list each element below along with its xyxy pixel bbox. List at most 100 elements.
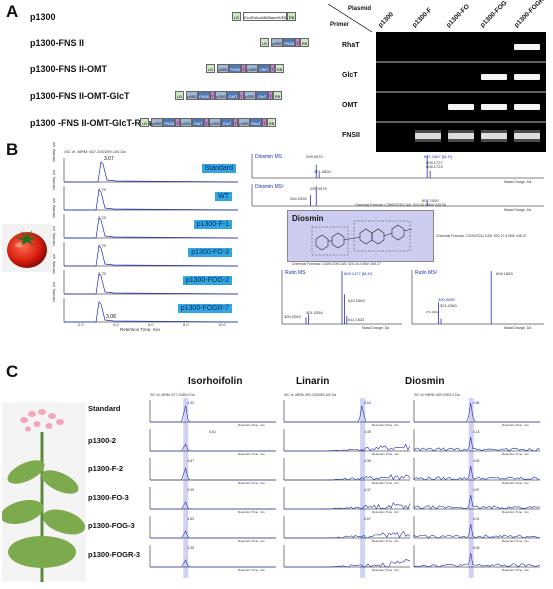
xic-x-label-c: Retention Time, min bbox=[372, 423, 399, 427]
construct-part: p35S bbox=[186, 91, 198, 100]
ms-x-label: Mass/Charge, Da bbox=[504, 326, 532, 330]
panel-c-row-label: Standard bbox=[88, 404, 121, 413]
construct-part: LB bbox=[140, 118, 149, 127]
xic-peak-label-c: 4.87 bbox=[472, 488, 480, 492]
xic-sample-label: Standard bbox=[201, 164, 236, 173]
ms-peak-label: 609.1477 [M-H]⁻ bbox=[344, 271, 374, 276]
ms-peak-label: 605.1727 bbox=[426, 160, 443, 165]
xic-sample-label: WT bbox=[215, 192, 232, 201]
ms-peak-label: 608.1723 bbox=[426, 164, 443, 169]
xic-trace bbox=[413, 436, 541, 452]
gel-band bbox=[514, 74, 540, 80]
xic-peak-label-c: 4.35 bbox=[187, 546, 195, 550]
xic-peak-label-c: 4.30 bbox=[187, 401, 195, 405]
gel-row-label: RhaT bbox=[342, 42, 360, 49]
gel-figure: Plasmid Primer p1300 p1300-F p1300-FO p1300… bbox=[328, 0, 550, 154]
xic-peak-label-c: 4.53 bbox=[472, 459, 480, 463]
construct-part: T bbox=[233, 118, 238, 127]
xic-peak-label-c: 4.35 bbox=[364, 430, 371, 434]
construct-part: T bbox=[270, 64, 275, 73]
construct-part: GlcT bbox=[221, 118, 233, 127]
xic-sample-label: p1300-FOG-2 bbox=[182, 276, 232, 285]
xic-trace bbox=[64, 189, 239, 211]
xic-trace bbox=[64, 245, 239, 267]
construct-part: RB bbox=[275, 64, 284, 73]
xic-rt-label: 2.75 bbox=[98, 271, 106, 276]
xic-peak-label-c: 4.63 bbox=[187, 517, 195, 521]
gel-band-glow bbox=[415, 130, 441, 142]
panel-letter-b: B bbox=[6, 140, 19, 159]
xic-trace bbox=[150, 501, 276, 510]
xic-x-label-c: Retention Time, min bbox=[372, 481, 399, 485]
xic-trace bbox=[284, 474, 411, 481]
xic-peak-label-c: 5.61 bbox=[209, 430, 217, 434]
construct-label: p1300-FNS II-OMT bbox=[30, 64, 108, 74]
gel-band bbox=[448, 104, 474, 110]
ms-peak-label: 609.1583 bbox=[496, 271, 513, 276]
xic-peak-label-c: 5.05 bbox=[472, 546, 480, 550]
xic-x-tick: 2.0 bbox=[78, 322, 84, 327]
xic-x-label-c: Retention Time, min bbox=[502, 452, 529, 456]
xic-x-label-c: Retention Time, min bbox=[372, 568, 399, 572]
construct-part: T bbox=[295, 38, 300, 47]
gel-lane-header: p1300-FOG bbox=[479, 0, 509, 30]
xic-x-tick: 10.0 bbox=[218, 322, 226, 327]
ms-plot-title: Diosmin MS² bbox=[255, 184, 284, 190]
panel-letter-a: A bbox=[6, 2, 19, 21]
corner-primer: Primer bbox=[330, 22, 350, 28]
xic-sample-label: p1300-FOGR-7 bbox=[177, 304, 232, 313]
xic-trace bbox=[150, 405, 276, 423]
construct-part: FNSII bbox=[229, 64, 241, 73]
ms-peak-label: 607.1590 bbox=[422, 198, 439, 203]
gel-corner: Plasmid Primer bbox=[328, 4, 372, 32]
panel-c-column-header: Diosmin bbox=[405, 376, 445, 387]
xic-trace bbox=[64, 161, 239, 183]
ms-peak-label: 271.0262 bbox=[426, 310, 439, 314]
construct-part: OMT bbox=[258, 64, 270, 73]
gel-row-label: FNSII bbox=[342, 132, 360, 139]
xic-y-label: Intensity, cps bbox=[52, 253, 56, 274]
gel-lane-header: p1300-FO bbox=[445, 3, 471, 29]
xic-rt-label: 2.79 bbox=[98, 243, 106, 248]
xic-traces-c bbox=[149, 398, 541, 578]
xic-x-label-c: Retention Time, min bbox=[372, 510, 399, 514]
gel-band-glow bbox=[514, 130, 540, 142]
ms-peak-label: 284.0335 bbox=[290, 196, 307, 201]
gel-band bbox=[514, 104, 540, 110]
xic-stack-b: XIC of -MRM: 607.200/299.100 Da Intensit… bbox=[52, 142, 242, 334]
xic-trace bbox=[413, 552, 541, 568]
xic-peak-label-c: 4.37 bbox=[364, 488, 371, 492]
xic-trace bbox=[413, 494, 541, 510]
panel-letter-c: C bbox=[6, 362, 19, 381]
construct-part: FNSII bbox=[163, 118, 175, 127]
diosmin-structure-icon bbox=[311, 220, 413, 256]
xic-trace bbox=[284, 559, 411, 568]
xic-x-tick: 4.0 bbox=[113, 322, 119, 327]
xic-y-label: Intensity, cps bbox=[52, 197, 56, 218]
xic-x-tick: 8.0 bbox=[183, 322, 189, 327]
xic-highlight-band bbox=[468, 398, 474, 578]
construct-part: T bbox=[210, 91, 215, 100]
construct-part: LB bbox=[206, 64, 215, 73]
xic-trace bbox=[413, 523, 541, 539]
xic-rt-label: 2.78 bbox=[98, 215, 106, 220]
panel-c-row-label: p1300-2 bbox=[88, 436, 116, 445]
xic-traces-b bbox=[63, 158, 239, 323]
gel-band-glow bbox=[481, 130, 507, 142]
construct-part: T bbox=[241, 64, 246, 73]
gel-lane-header: p1300-F bbox=[411, 6, 434, 29]
formula-bottom: Chemical Formula: C16H12O6 CAS: 520-34-3… bbox=[292, 262, 381, 266]
corner-diagonal bbox=[328, 4, 372, 32]
xic-peak-label: 3.08 bbox=[106, 314, 116, 320]
gel-band bbox=[481, 104, 507, 110]
xic-peak-label-c: 4.35 bbox=[364, 459, 371, 463]
xic-x-label-c: Retention Time, min bbox=[502, 510, 529, 514]
construct-part: FNSII bbox=[198, 91, 210, 100]
ms-plot-title: Diosmin MS bbox=[255, 154, 282, 160]
gel-band bbox=[481, 74, 507, 80]
gel-lane-header: p1300 bbox=[377, 11, 396, 29]
xic-peak-label-c: 8.64 bbox=[364, 401, 371, 405]
construct-part: p35S bbox=[246, 64, 258, 73]
panel-c-column-header: Linarin bbox=[296, 376, 330, 387]
construct-part: RB bbox=[287, 12, 296, 21]
